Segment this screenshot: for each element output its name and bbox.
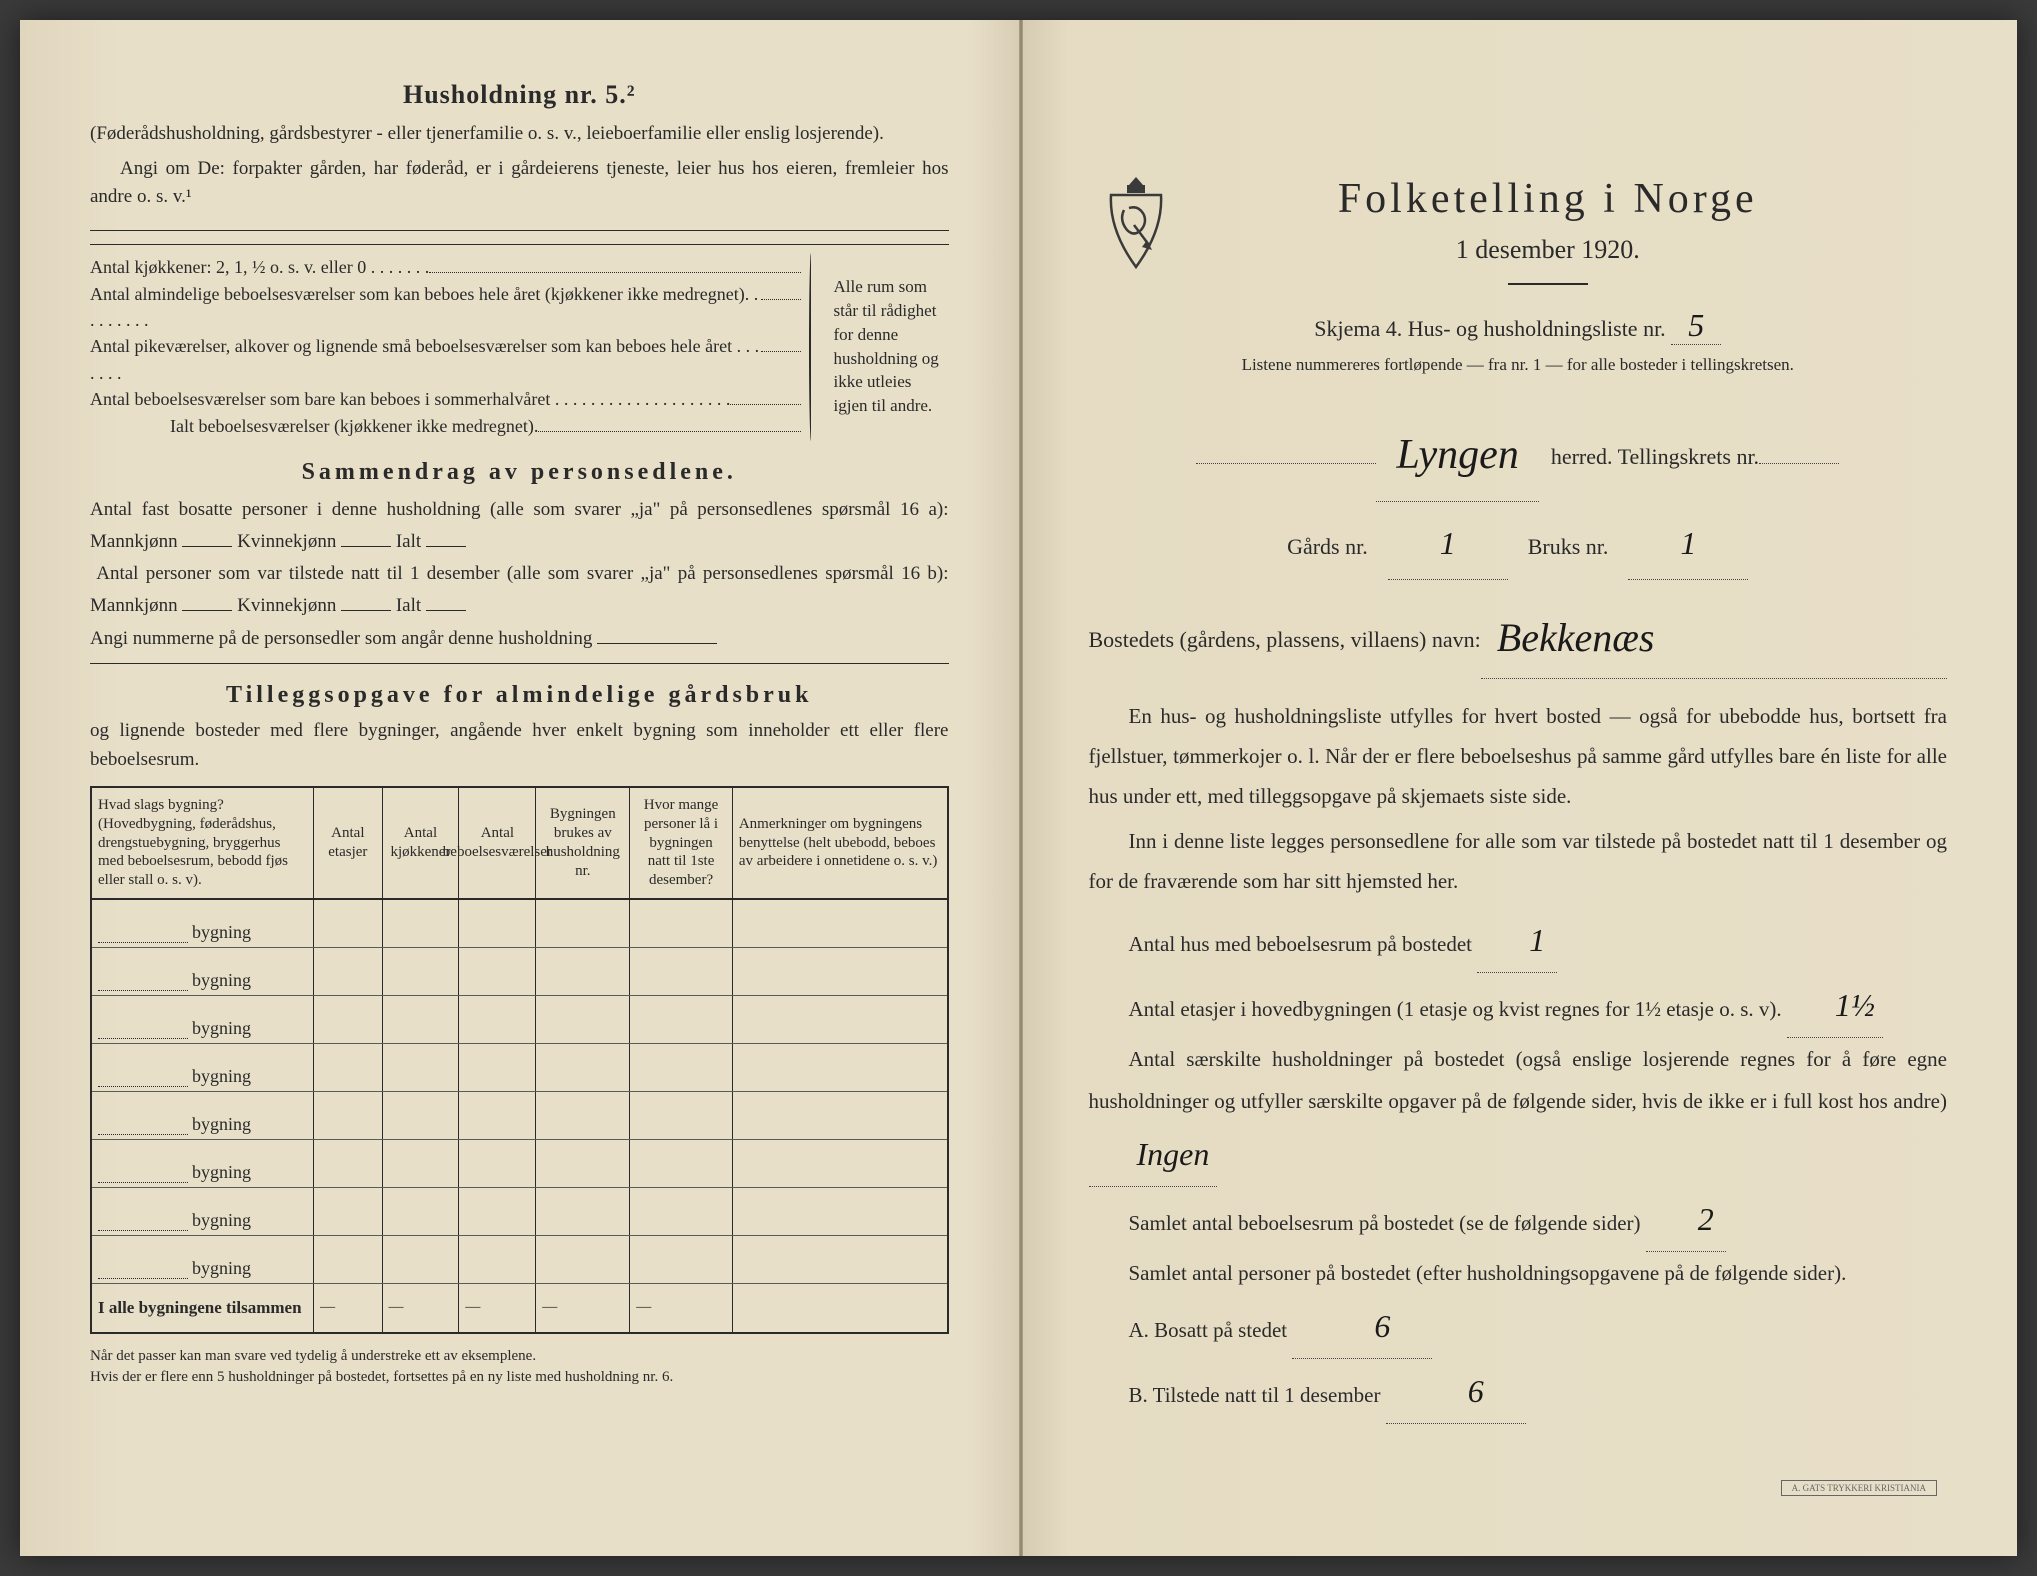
brace-note: Alle rum som står til rådighet for denne…: [819, 253, 949, 441]
bruks-label: Bruks nr.: [1528, 523, 1609, 571]
table-col-household: Bygningen brukes av husholdning nr.: [536, 788, 630, 898]
sammendrag-line-2: Antal personer som var tilstede natt til…: [90, 563, 949, 616]
ialt-label-1: Ialt: [396, 531, 421, 552]
building-table: Hvad slags bygning? (Hovedbygning, føder…: [90, 786, 949, 1334]
sammendrag-line-1: Antal fast bosatte personer i denne hush…: [90, 499, 949, 552]
list-caption: Listene nummereres fortløpende — fra nr.…: [1089, 355, 1948, 375]
table-footer-label: I alle bygningene tilsammen: [92, 1284, 314, 1332]
angi-om-de: Angi om De: forpakter gården, har føderå…: [90, 155, 949, 212]
table-col-notes: Anmerkninger om bygningens benyttelse (h…: [733, 788, 947, 898]
table-col-rooms: Antal beboelsesværelser: [459, 788, 536, 898]
skjema-label: Skjema 4. Hus- og husholdningsliste nr.: [1314, 316, 1665, 341]
instructions-para-2: Inn i denne liste legges personsedlene f…: [1089, 822, 1948, 902]
table-row: bygning: [92, 996, 947, 1044]
bosted-value: Bekkenæs: [1481, 615, 1655, 660]
document-spread: Husholdning nr. 5.² (Føderådshusholdning…: [20, 20, 2017, 1556]
page-fold: [1019, 20, 1023, 1556]
skjema-number-value: 5: [1671, 307, 1721, 345]
row-bygning-label: bygning: [192, 970, 251, 991]
table-row: bygning: [92, 900, 947, 948]
herred-value: Lyngen: [1376, 409, 1538, 502]
q-houses-label: Antal hus med beboelsesrum på bostedet: [1129, 932, 1473, 956]
table-col-persons: Hvor mange personer lå i bygningen natt …: [630, 788, 733, 898]
left-page: Husholdning nr. 5.² (Føderådshusholdning…: [20, 20, 1019, 1556]
qB-value: 6: [1386, 1359, 1526, 1424]
row-bygning-label: bygning: [192, 1162, 251, 1183]
kitchen-rooms-section: Antal kjøkkener: 2, 1, ½ o. s. v. eller …: [90, 253, 949, 441]
instructions-para-1: En hus- og husholdningsliste utfylles fo…: [1089, 697, 1948, 817]
table-col-type: Hvad slags bygning? (Hovedbygning, føder…: [92, 788, 314, 898]
footnote-2: Hvis der er flere enn 5 husholdninger på…: [90, 1369, 673, 1385]
table-row: bygning: [92, 1092, 947, 1140]
qB-label: B. Tilstede natt til 1 desember: [1129, 1383, 1381, 1407]
coat-of-arms-icon: [1099, 175, 1174, 270]
table-row: bygning: [92, 1140, 947, 1188]
household-5-title: Husholdning nr. 5.²: [90, 80, 949, 110]
row-bygning-label: bygning: [192, 922, 251, 943]
household-5-subtitle: (Føderådshusholdning, gårdsbestyrer - el…: [90, 120, 949, 149]
census-date: 1 desember 1920.: [1149, 235, 1948, 265]
angi-nummerne: Angi nummerne på de personsedler som ang…: [90, 628, 592, 649]
q-rooms-value: 2: [1646, 1187, 1726, 1252]
room-line-2: Antal pikeværelser, alkover og lignende …: [90, 333, 761, 385]
q-households-value: Ingen: [1089, 1122, 1218, 1187]
q-households-label: Antal særskilte husholdninger på bostede…: [1089, 1047, 1948, 1113]
row-bygning-label: bygning: [192, 1066, 251, 1087]
main-title: Folketelling i Norge: [1149, 175, 1948, 223]
tillegg-subtitle: og lignende bosteder med flere bygninger…: [90, 717, 949, 774]
right-page: Folketelling i Norge 1 desember 1920. Sk…: [1019, 20, 2018, 1556]
title-divider: [1508, 283, 1588, 285]
row-bygning-label: bygning: [192, 1258, 251, 1279]
table-row: bygning: [92, 1188, 947, 1236]
table-row: bygning: [92, 1236, 947, 1284]
herred-label: herred. Tellingskrets nr.: [1551, 433, 1759, 481]
ialt-label-2: Ialt: [396, 595, 421, 616]
room-line-total: Ialt beboelsesværelser (kjøkkener ikke m…: [170, 412, 538, 441]
table-col-floors: Antal etasjer: [314, 788, 382, 898]
q-houses-value: 1: [1477, 908, 1557, 973]
qA-label: A. Bosatt på stedet: [1129, 1318, 1288, 1342]
gards-label: Gårds nr.: [1287, 523, 1368, 571]
kitchen-count-line: Antal kjøkkener: 2, 1, ½ o. s. v. eller …: [90, 253, 429, 282]
room-line-1: Antal almindelige beboelsesværelser som …: [90, 281, 761, 333]
footnote-1: Når det passer kan man svare ved tydelig…: [90, 1348, 536, 1364]
qA-value: 6: [1292, 1294, 1432, 1359]
gards-value: 1: [1388, 508, 1508, 579]
tillegg-title: Tilleggsopgave for almindelige gårdsbruk: [90, 682, 949, 709]
q-persons-label: Samlet antal personer på bostedet (efter…: [1089, 1252, 1948, 1294]
kvinnekjonn-label-1: Kvinnekjønn: [237, 531, 336, 552]
table-row: bygning: [92, 948, 947, 996]
row-bygning-label: bygning: [192, 1018, 251, 1039]
row-bygning-label: bygning: [192, 1114, 251, 1135]
bruks-value: 1: [1628, 508, 1748, 579]
room-line-3: Antal beboelsesværelser som bare kan beb…: [90, 386, 730, 412]
table-row: bygning: [92, 1044, 947, 1092]
kvinnekjonn-label-2: Kvinnekjønn: [237, 595, 336, 616]
sammendrag-title: Sammendrag av personsedlene.: [90, 459, 949, 486]
row-bygning-label: bygning: [192, 1210, 251, 1231]
bosted-label: Bostedets (gårdens, plassens, villaens) …: [1089, 616, 1481, 664]
q-rooms-label: Samlet antal beboelsesrum på bostedet (s…: [1129, 1211, 1641, 1235]
table-footer: I alle bygningene tilsammen —————: [92, 1284, 947, 1332]
q-floors-value: 1½: [1787, 973, 1883, 1038]
q-floors-label: Antal etasjer i hovedbygningen (1 etasje…: [1129, 997, 1782, 1021]
printer-stamp: A. GATS TRYKKERI KRISTIANIA: [1781, 1480, 1937, 1496]
